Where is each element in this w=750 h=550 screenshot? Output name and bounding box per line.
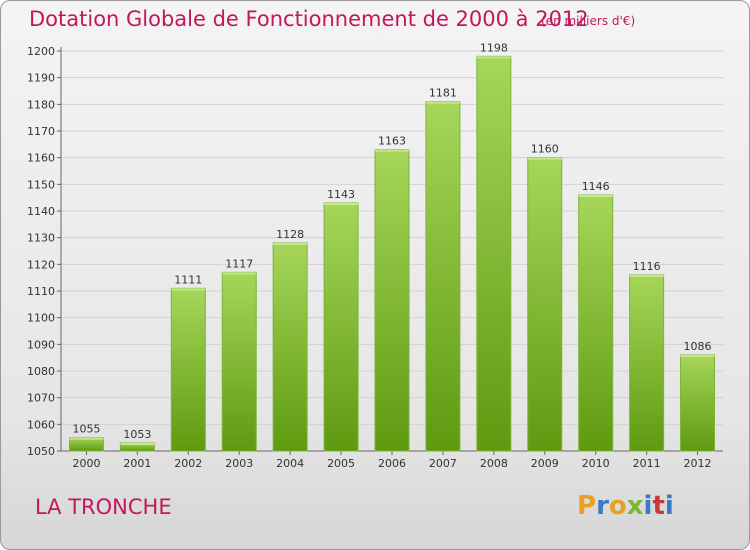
value-label: 1086: [684, 340, 712, 353]
value-label: 1111: [174, 273, 202, 286]
value-label: 1055: [72, 423, 100, 436]
x-tick-label: 2003: [225, 457, 253, 470]
bar-highlight: [629, 275, 664, 277]
bar-2004: [272, 242, 308, 452]
x-tick-label: 2001: [123, 457, 151, 470]
bar-highlight: [273, 243, 308, 245]
bar-highlight: [476, 56, 511, 59]
bar-2012: [680, 354, 716, 452]
value-label: 1146: [582, 180, 610, 193]
value-label: 1128: [276, 228, 304, 241]
y-tick-label: 1170: [27, 125, 55, 138]
y-tick-label: 1180: [27, 98, 55, 111]
value-labels: 1055 1053 1111 1117 1128 1143 1163 1181 1198 1160…: [72, 41, 711, 441]
chart-subtitle: (en milliers d'€): [541, 14, 636, 28]
proxiti-logo: Proxiti: [577, 491, 674, 521]
logo-letter: t: [652, 491, 665, 521]
x-tick-label: 2006: [378, 457, 406, 470]
y-tick-label: 1120: [27, 258, 55, 271]
x-tick-label: 2005: [327, 457, 355, 470]
bar-highlight: [527, 157, 562, 160]
bar-highlight: [375, 149, 409, 152]
x-tick-label: 2000: [72, 457, 100, 470]
bar-2005: [323, 202, 359, 452]
bar-2010: [578, 194, 614, 452]
y-tick-label: 1090: [27, 338, 55, 351]
x-tick-label: 2002: [174, 457, 202, 470]
logo-letter: o: [608, 491, 627, 521]
bar-2002: [170, 287, 206, 452]
x-tick-label: 2004: [276, 457, 304, 470]
bar-2008: [476, 55, 512, 452]
y-tick-label: 1060: [27, 418, 55, 431]
bar-2006: [374, 149, 410, 452]
y-tick-label: 1150: [27, 178, 55, 191]
bar-highlight: [222, 272, 257, 275]
value-label: 1181: [429, 87, 457, 100]
x-tick-label: 2010: [582, 457, 610, 470]
y-tick-label: 1050: [27, 445, 55, 458]
y-tick-labels: 1050 1060 1070 1080 1090 1100 1110 1120 1130 1140…: [27, 45, 55, 458]
x-tick-label: 2008: [480, 457, 508, 470]
y-tick-label: 1200: [27, 45, 55, 58]
logo-letter: r: [596, 491, 609, 521]
y-tick-label: 1140: [27, 205, 55, 218]
x-tick-label: 2012: [684, 457, 712, 470]
bar-highlight: [69, 437, 104, 440]
y-tick-label: 1190: [27, 72, 55, 85]
logo-letter: x: [626, 491, 644, 521]
bar-highlight: [578, 195, 613, 197]
commune-name: LA TRONCHE: [35, 495, 172, 519]
bar-highlight: [120, 443, 155, 445]
bar-2009: [527, 157, 563, 452]
y-tick-label: 1130: [27, 232, 55, 245]
value-label: 1116: [633, 260, 661, 273]
bar-highlight: [680, 355, 715, 357]
bar-highlight: [171, 288, 206, 291]
bar-2011: [629, 274, 665, 452]
value-label: 1143: [327, 188, 355, 201]
y-tick-label: 1080: [27, 365, 55, 378]
bars: [68, 55, 716, 452]
bar-highlight: [425, 101, 460, 104]
logo-letter: i: [664, 491, 674, 521]
x-tick-label: 2009: [531, 457, 559, 470]
y-tick-label: 1070: [27, 392, 55, 405]
value-label: 1053: [123, 428, 151, 441]
value-label: 1117: [225, 257, 253, 270]
bar-2003: [221, 271, 257, 452]
value-label: 1163: [378, 135, 406, 148]
bar-highlight: [324, 203, 359, 205]
chart-title: Dotation Globale de Fonctionnement de 20…: [29, 7, 589, 31]
bar-2007: [425, 101, 461, 452]
value-label: 1198: [480, 41, 508, 54]
y-tick-label: 1110: [27, 285, 55, 298]
x-tick-label: 2007: [429, 457, 457, 470]
y-tick-label: 1160: [27, 152, 55, 165]
logo-letter: P: [577, 491, 597, 521]
x-tick-label: 2011: [633, 457, 661, 470]
y-tick-label: 1100: [27, 312, 55, 325]
x-tick-labels: 2000 2001 2002 2003 2004 2005 2006 2007 2008 2009…: [72, 457, 711, 470]
value-label: 1160: [531, 143, 559, 156]
logo-letter: i: [643, 491, 653, 521]
